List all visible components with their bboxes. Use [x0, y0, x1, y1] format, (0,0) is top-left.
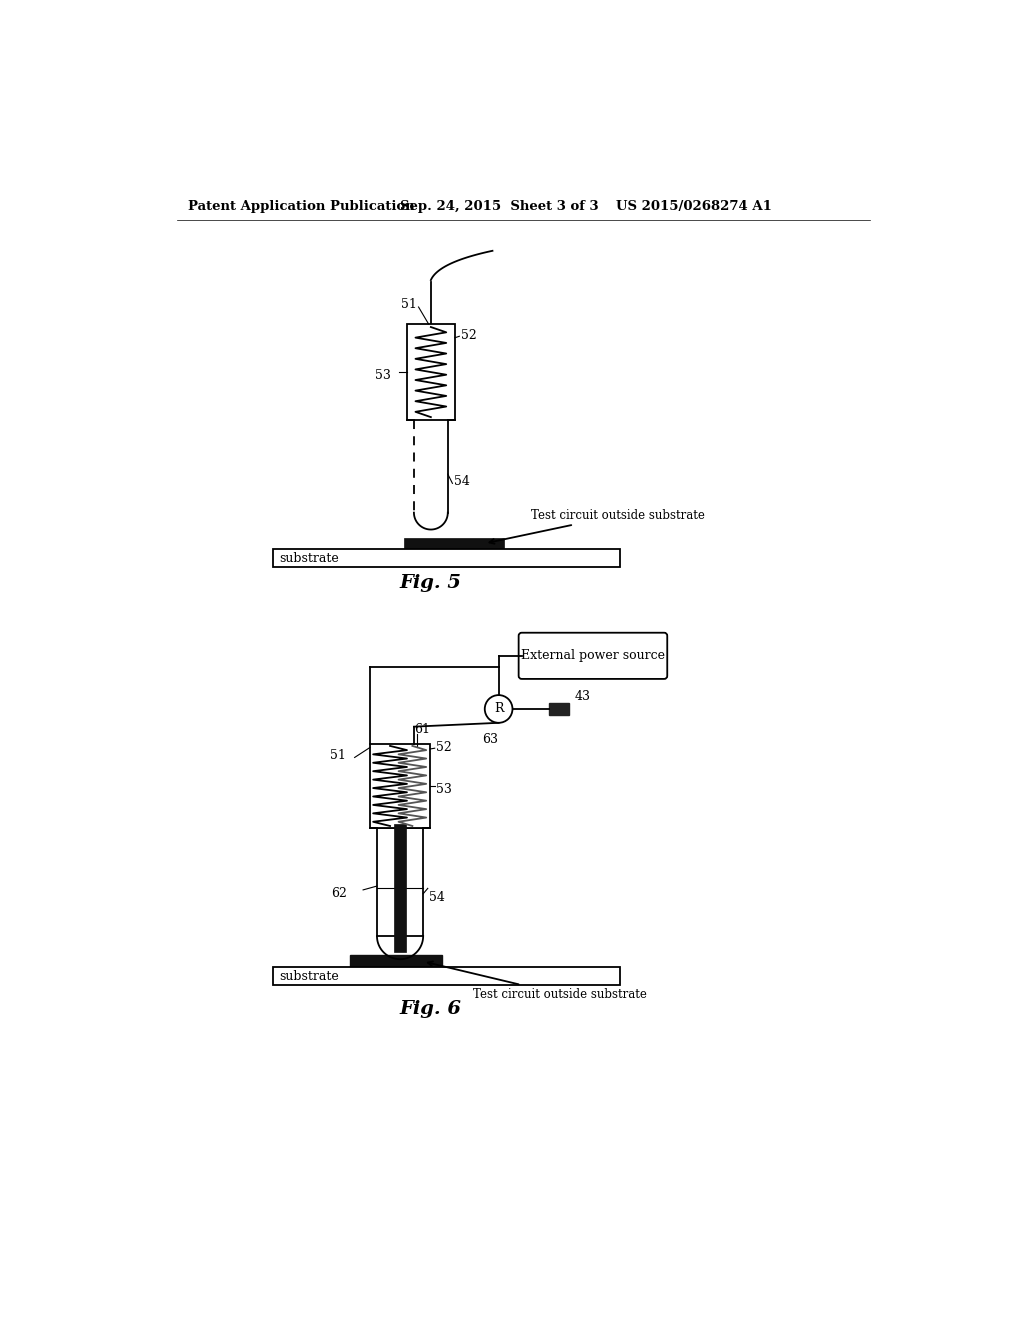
Text: substrate: substrate [280, 970, 339, 982]
Text: Patent Application Publication: Patent Application Publication [188, 199, 415, 213]
Text: 61: 61 [414, 723, 430, 737]
Text: 52: 52 [436, 741, 452, 754]
Bar [370, 743, 430, 829]
Bar [350, 956, 442, 966]
Text: 51: 51 [401, 298, 417, 312]
Bar [403, 539, 504, 549]
Text: 63: 63 [481, 733, 498, 746]
FancyBboxPatch shape [518, 632, 668, 678]
Text: 43: 43 [574, 690, 591, 704]
Bar [377, 829, 423, 936]
Text: 54: 54 [429, 891, 445, 904]
Text: 52: 52 [461, 329, 476, 342]
Text: substrate: substrate [280, 552, 339, 565]
Text: R: R [494, 702, 504, 715]
Circle shape [484, 696, 512, 723]
Text: Fig. 6: Fig. 6 [399, 1001, 462, 1018]
Text: US 2015/0268274 A1: US 2015/0268274 A1 [615, 199, 771, 213]
Bar [394, 825, 407, 952]
Text: 51: 51 [330, 748, 346, 762]
Bar [407, 323, 455, 420]
Text: 53: 53 [436, 783, 453, 796]
Text: 62: 62 [331, 887, 347, 900]
Text: Fig. 5: Fig. 5 [399, 574, 462, 593]
Text: Test circuit outside substrate: Test circuit outside substrate [489, 508, 705, 544]
Text: Test circuit outside substrate: Test circuit outside substrate [428, 961, 647, 1001]
Text: Sep. 24, 2015  Sheet 3 of 3: Sep. 24, 2015 Sheet 3 of 3 [400, 199, 599, 213]
Text: 54: 54 [454, 475, 470, 488]
Text: External power source: External power source [521, 649, 665, 663]
Bar [273, 966, 620, 985]
Bar [273, 549, 620, 568]
Bar [549, 702, 568, 715]
Text: 53: 53 [375, 370, 390, 381]
